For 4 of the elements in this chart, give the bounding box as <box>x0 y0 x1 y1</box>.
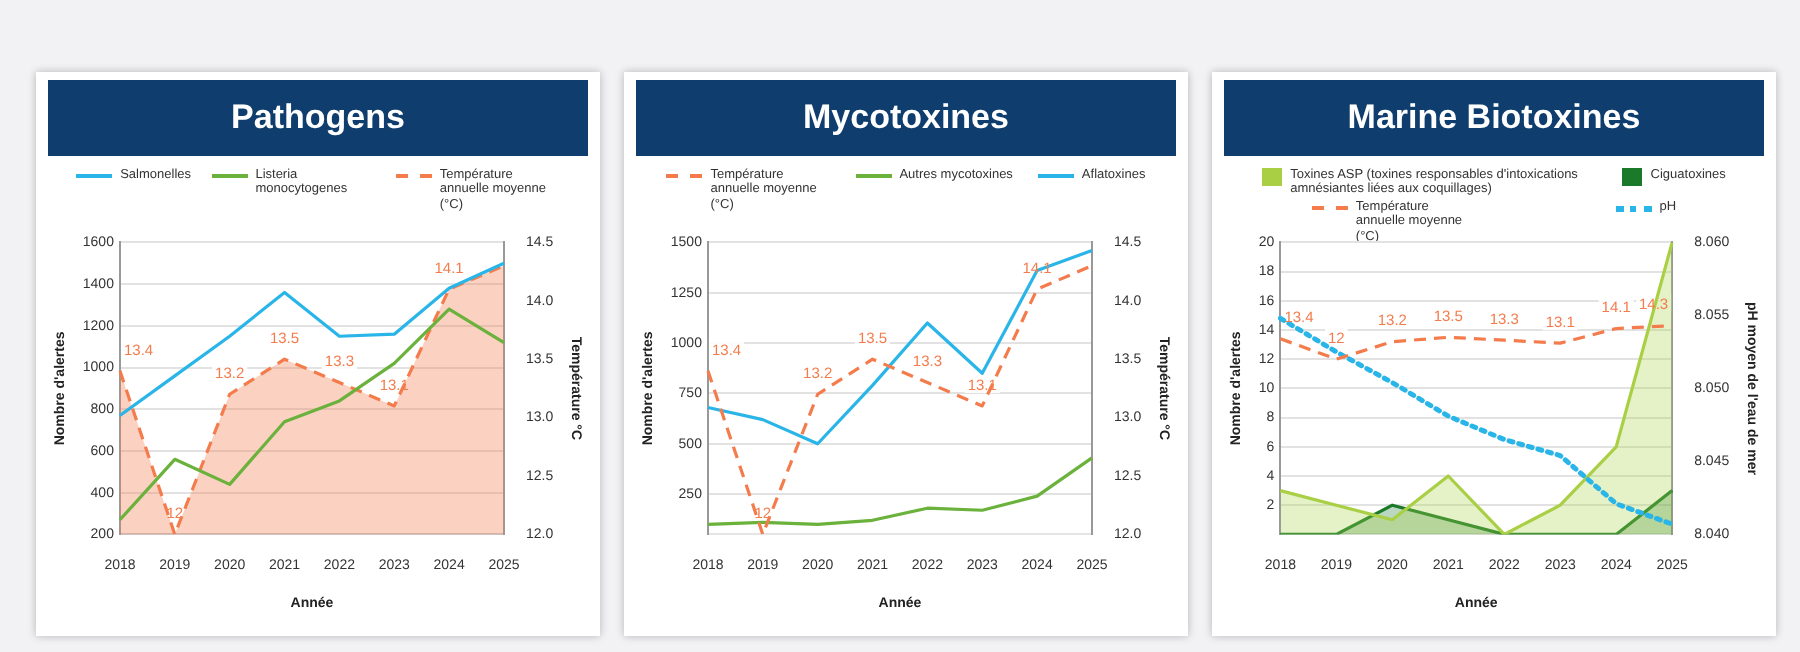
chart-title: Marine Biotoxines <box>1224 80 1764 156</box>
line-series <box>706 264 1094 535</box>
chart-title: Mycotoxines <box>636 80 1176 156</box>
chart-title: Pathogens <box>48 80 588 156</box>
